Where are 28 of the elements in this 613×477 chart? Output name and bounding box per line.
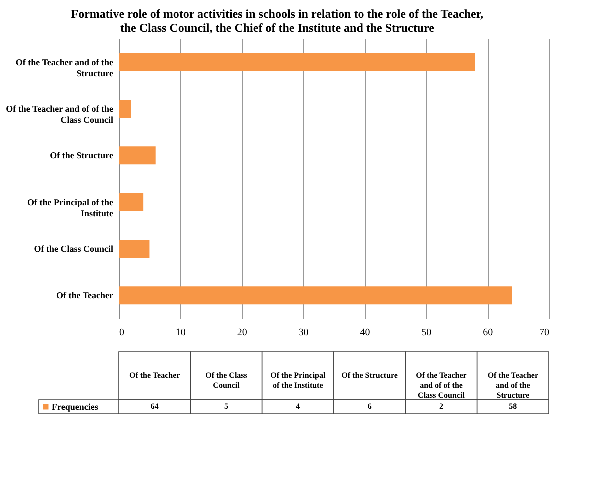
text: 2 [440,402,444,411]
x-tick-label: 30 [298,328,309,338]
y-tick-label: Of the Teacher and of the Structure [16,57,114,78]
y-tick-label: Of the Principal of the Institute [28,197,114,218]
y-tick-label: Of the Class Council [34,244,114,254]
y-tick-label: Of the Teacher [56,290,114,301]
category-label: Of the Teacher and of the Structure [488,371,539,400]
x-tick-label: 40 [360,328,370,338]
category-label: Of the Structure [342,371,398,380]
legend-label: Frequencies [52,402,99,412]
y-tick-label: Of the Teacher and of of the Class Council [6,104,114,125]
text: 58 [509,402,518,411]
category-label: Of the Teacher [129,371,180,380]
text: 64 [150,402,159,411]
category-label: Of the Teacher and of of the Class Council [416,371,467,400]
text: 4 [296,402,300,411]
x-tick-label: 20 [237,328,248,338]
x-tick-label: 70 [540,328,550,338]
x-tick-label: 50 [422,328,432,338]
text: 6 [368,402,372,411]
x-tick-label: 10 [176,328,186,338]
x-tick-label: 0 [120,328,124,338]
category-label: Of the Principal of the Institute [270,371,326,390]
text: 5 [224,402,228,411]
category-label: Of the Class Council [206,371,248,390]
y-tick-label: Of the Structure [50,150,114,161]
x-tick-label: 60 [483,328,494,338]
chart-title: Formative role of motor activities in schools in relation to the role of the Teacher, the Class Council, the Chief of the Institute and the Structure [71,7,484,35]
